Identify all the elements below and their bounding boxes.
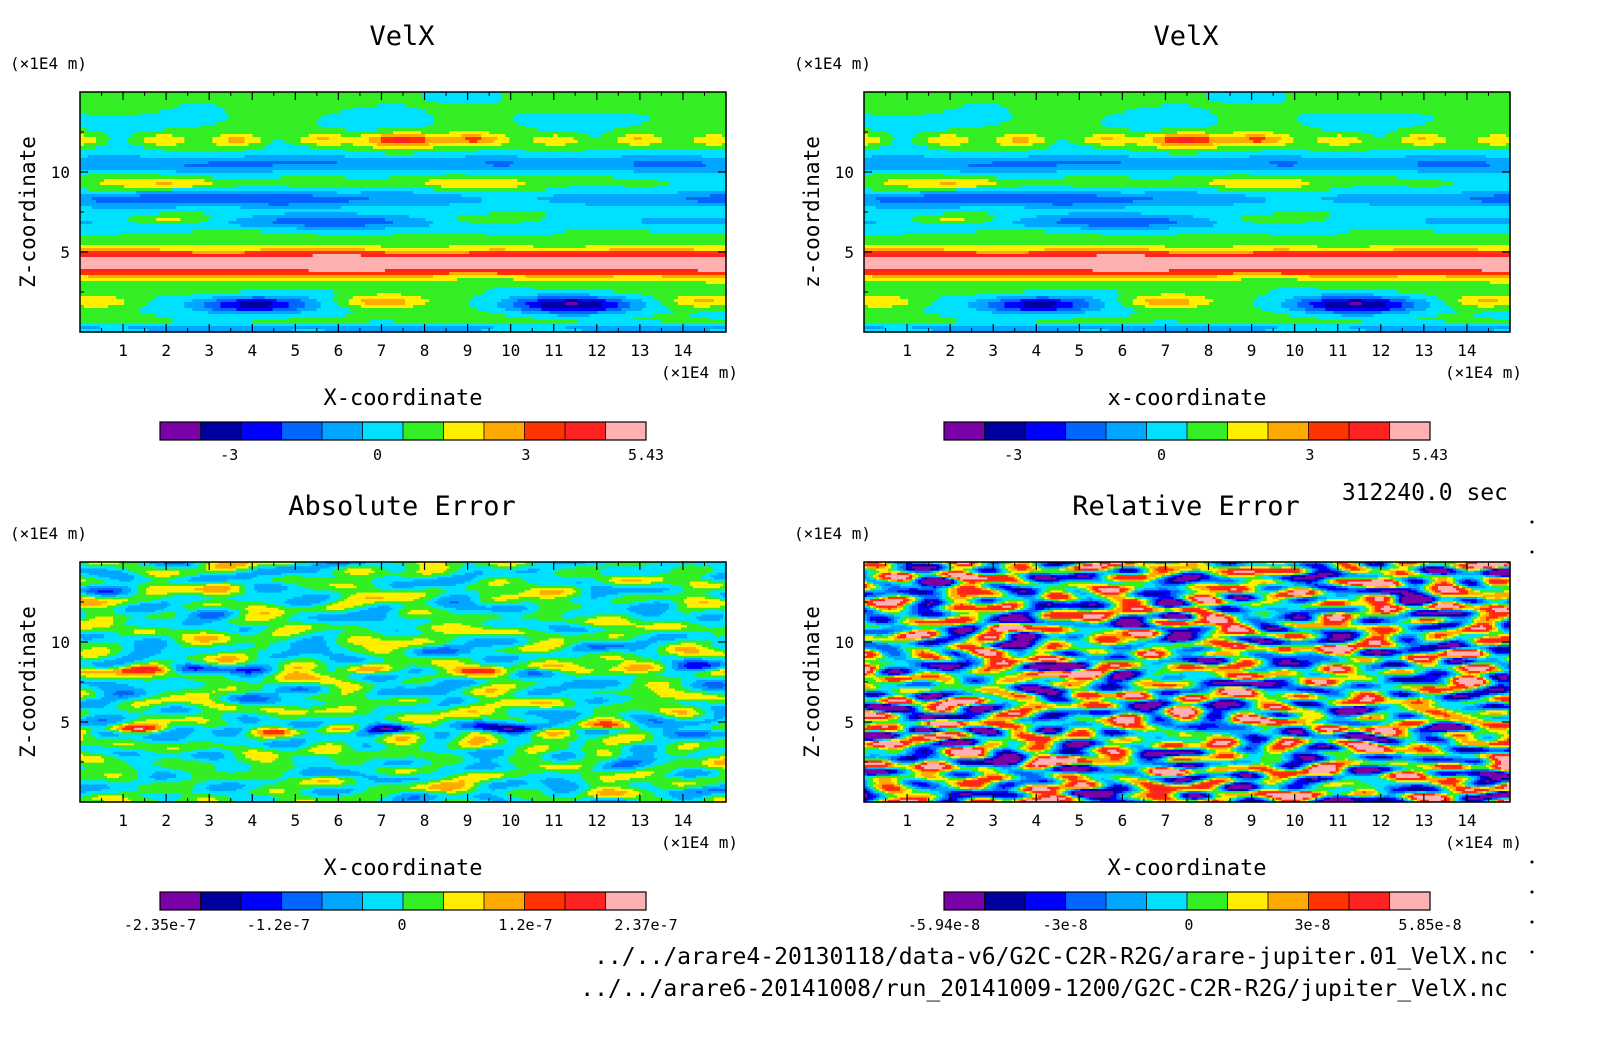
figure: VelX(×1E4 m)1 2 3 4 5 6 7 8 9 10 11 12 13 14510(×1E4 … (0, 0, 1604, 1054)
y-unit-label: (×1E4 m) (10, 54, 87, 73)
panel-1: VelX(×1E4 m)1 2 3 4 5 6 7 8 9 10 11 12 13 14510(×1E4 … (10, 21, 738, 464)
heatmap (80, 92, 727, 333)
panel-title: VelX (369, 21, 434, 52)
